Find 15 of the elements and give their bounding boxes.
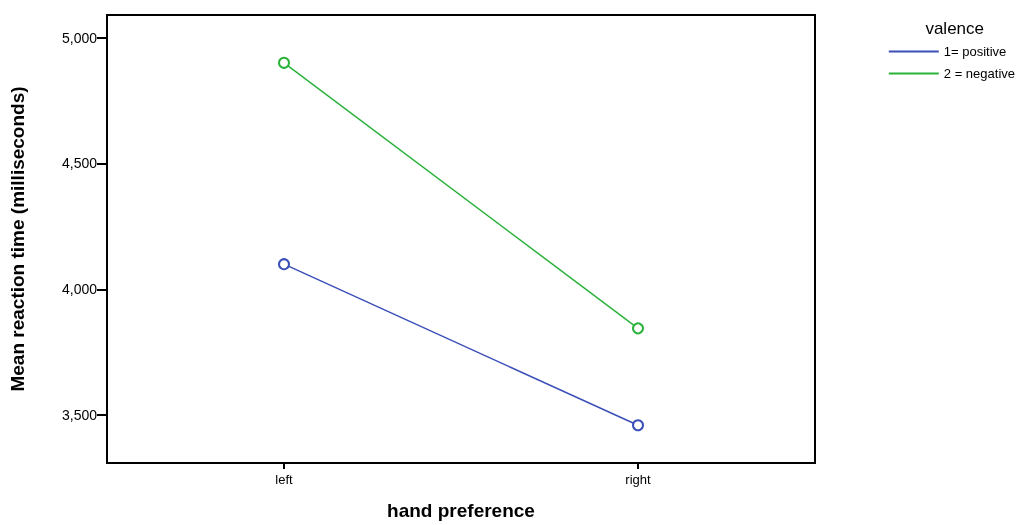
y-axis-title: Mean reaction time (milliseconds) (7, 86, 28, 392)
x-tick-label: right (625, 472, 652, 487)
x-tick-label: left (275, 472, 294, 487)
legend-label: 1= positive (943, 44, 1007, 59)
point (278, 258, 290, 271)
x-axis-title: hand preference (387, 500, 535, 521)
point (632, 322, 644, 335)
y-tick-label: 3,500 (61, 407, 98, 424)
point (278, 56, 290, 69)
y-tick-label: 4,500 (61, 155, 98, 172)
legend-title: valence (925, 19, 985, 38)
point (632, 419, 644, 432)
y-tick-label: 5,000 (61, 29, 98, 46)
y-tick-label: 4,000 (61, 281, 98, 298)
legend-label: 2 = negative (943, 66, 1016, 81)
